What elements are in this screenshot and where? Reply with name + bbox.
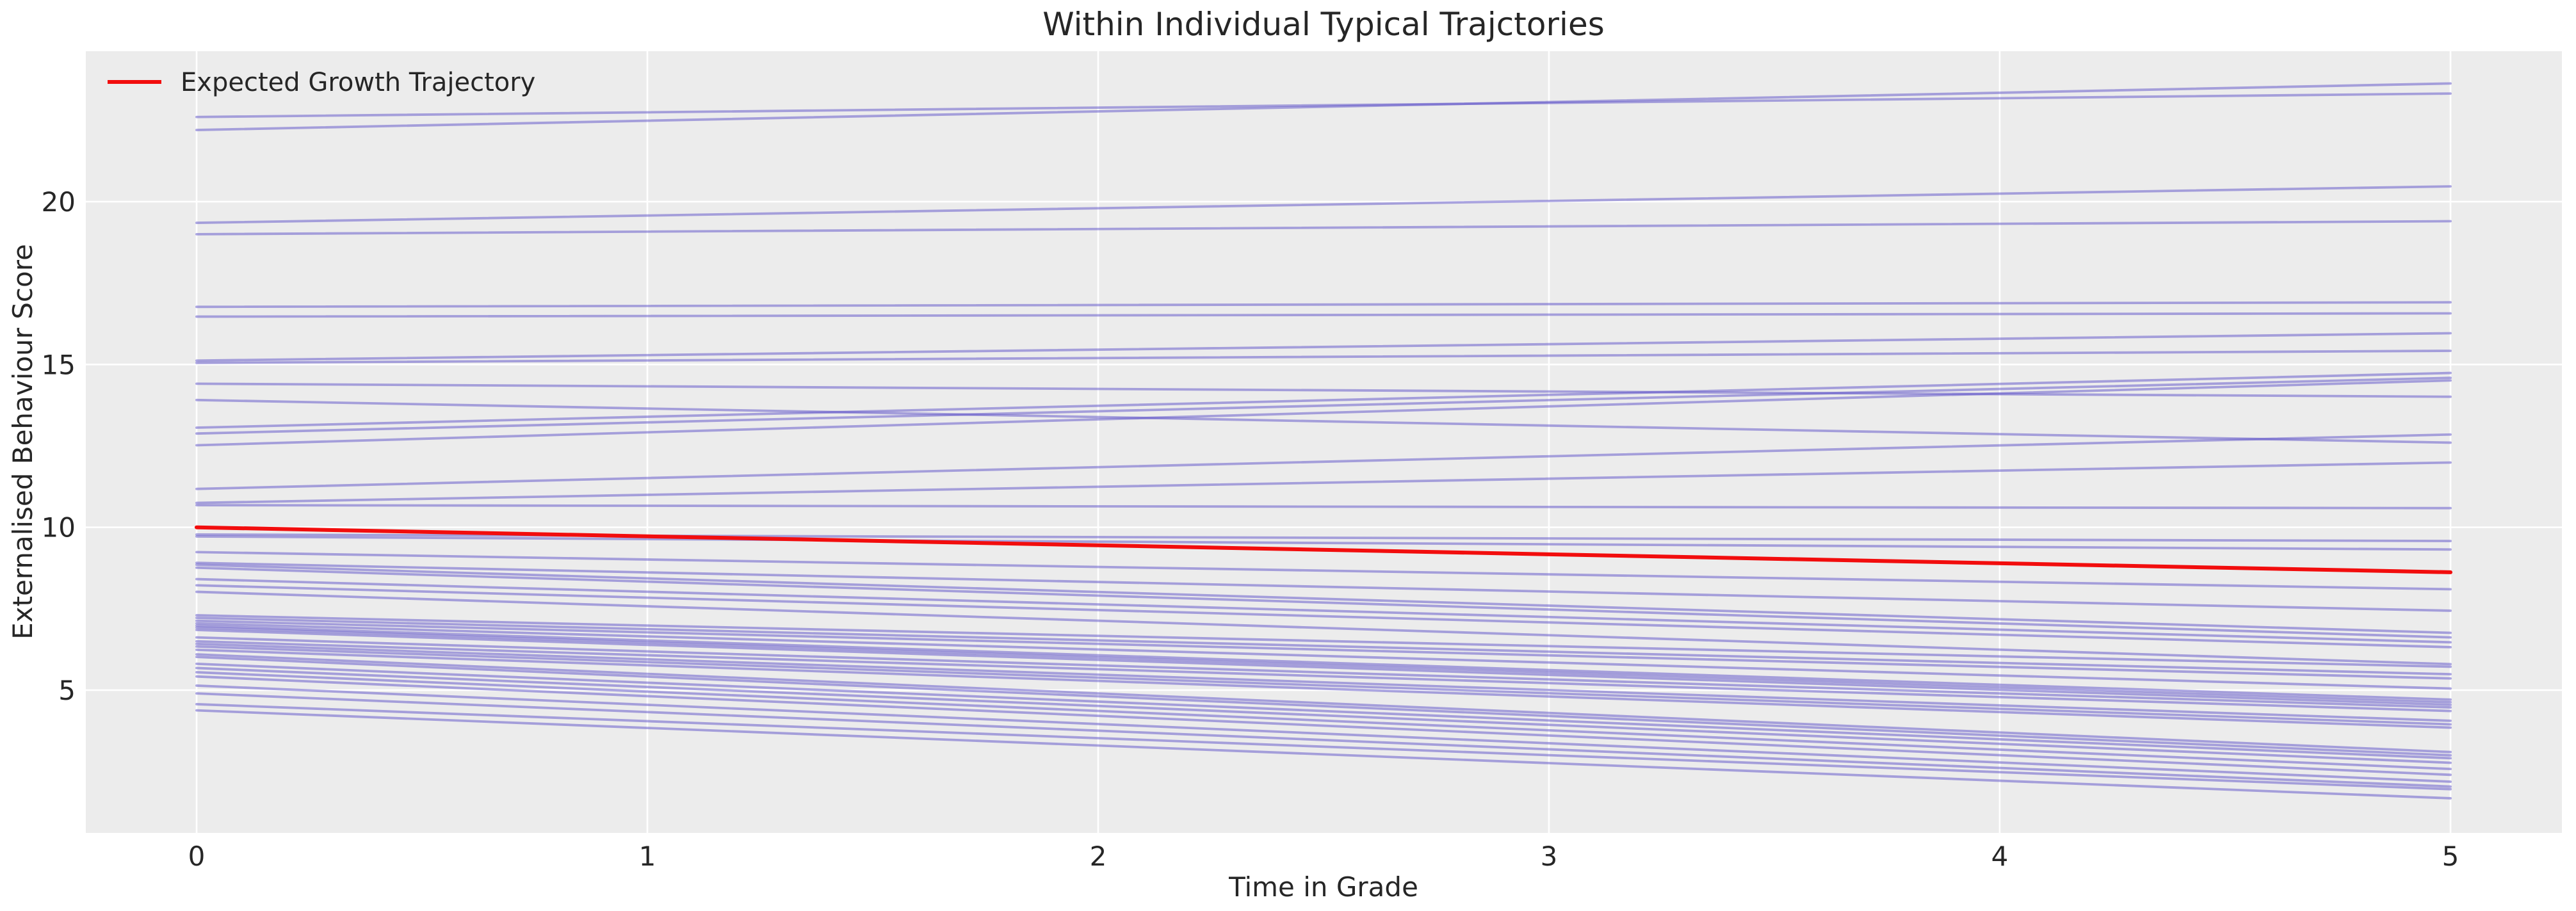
trajectory-line — [195, 584, 2452, 649]
trajectory-line — [195, 624, 2452, 701]
trajectory-line — [195, 504, 2452, 510]
trajectory-line — [195, 653, 2452, 754]
y-tick-label: 10 — [42, 512, 76, 544]
expected-growth-trajectory — [195, 525, 2452, 574]
trajectory-line — [195, 656, 2452, 757]
trajectory-line — [195, 433, 2452, 490]
trajectory-line — [195, 649, 2452, 729]
y-axis-label: Externalised Behaviour Score — [7, 244, 38, 640]
x-tick-labels: 0 1 2 3 4 5 — [188, 841, 2459, 872]
trajectory-line — [195, 684, 2452, 783]
trajectory-line — [195, 626, 2452, 704]
x-tick-label: 5 — [2442, 841, 2459, 872]
trajectory-line — [195, 645, 2452, 726]
y-tick-label: 5 — [58, 675, 76, 706]
trajectory-line — [195, 561, 2452, 612]
trajectory-line — [195, 692, 2452, 788]
trajectory-line — [195, 376, 2452, 435]
trajectory-line — [195, 614, 2452, 668]
trajectory-line — [195, 220, 2452, 236]
trajectory-line — [195, 619, 2452, 680]
trajectory-line — [195, 332, 2452, 362]
trajectory-line — [195, 629, 2452, 706]
trajectory-line — [195, 577, 2452, 644]
trajectory-line — [195, 563, 2452, 634]
trajectory-line — [195, 350, 2452, 364]
x-tick-label: 3 — [1541, 841, 1558, 872]
trajectory-line — [195, 642, 2452, 722]
trajectory-line — [195, 662, 2452, 760]
expected-growth-line — [195, 525, 2452, 574]
trajectory-line — [195, 461, 2452, 504]
y-tick-label: 20 — [42, 186, 76, 218]
trajectory-line — [195, 703, 2452, 791]
x-tick-label: 4 — [1991, 841, 2009, 872]
trajectory-line — [195, 92, 2452, 118]
trajectory-line — [195, 675, 2452, 777]
trajectory-line — [195, 398, 2452, 444]
y-tick-label: 15 — [42, 349, 76, 380]
x-tick-label: 1 — [639, 841, 656, 872]
x-axis-label: Time in Grade — [1228, 871, 1418, 903]
trajectory-line — [195, 82, 2452, 131]
chart-title: Within Individual Typical Trajctories — [1042, 6, 1605, 43]
trajectory-line — [195, 636, 2452, 709]
trajectory-line — [195, 590, 2452, 666]
trajectory-line — [195, 671, 2452, 771]
trajectory-line — [195, 301, 2452, 309]
legend: Expected Growth Trajectory — [108, 68, 535, 97]
y-tick-labels: 5 10 15 20 — [42, 186, 76, 706]
trajectory-line — [195, 185, 2452, 224]
trajectory-line — [195, 640, 2452, 713]
trajectory-line — [195, 379, 2452, 447]
trajectory-line — [195, 371, 2452, 429]
trajectory-line — [195, 551, 2452, 591]
legend-label-expected-growth: Expected Growth Trajectory — [181, 68, 535, 97]
trajectory-line — [195, 566, 2452, 639]
trajectory-line — [195, 382, 2452, 398]
trajectory-line — [195, 312, 2452, 318]
trajectory-lines — [195, 82, 2452, 800]
x-tick-label: 2 — [1090, 841, 1107, 872]
trajectory-line — [195, 617, 2452, 676]
x-tick-label: 0 — [188, 841, 206, 872]
trajectory-line — [195, 666, 2452, 764]
trajectory-line — [195, 535, 2452, 551]
trajectory-line — [195, 709, 2452, 800]
trajectory-line — [195, 622, 2452, 690]
